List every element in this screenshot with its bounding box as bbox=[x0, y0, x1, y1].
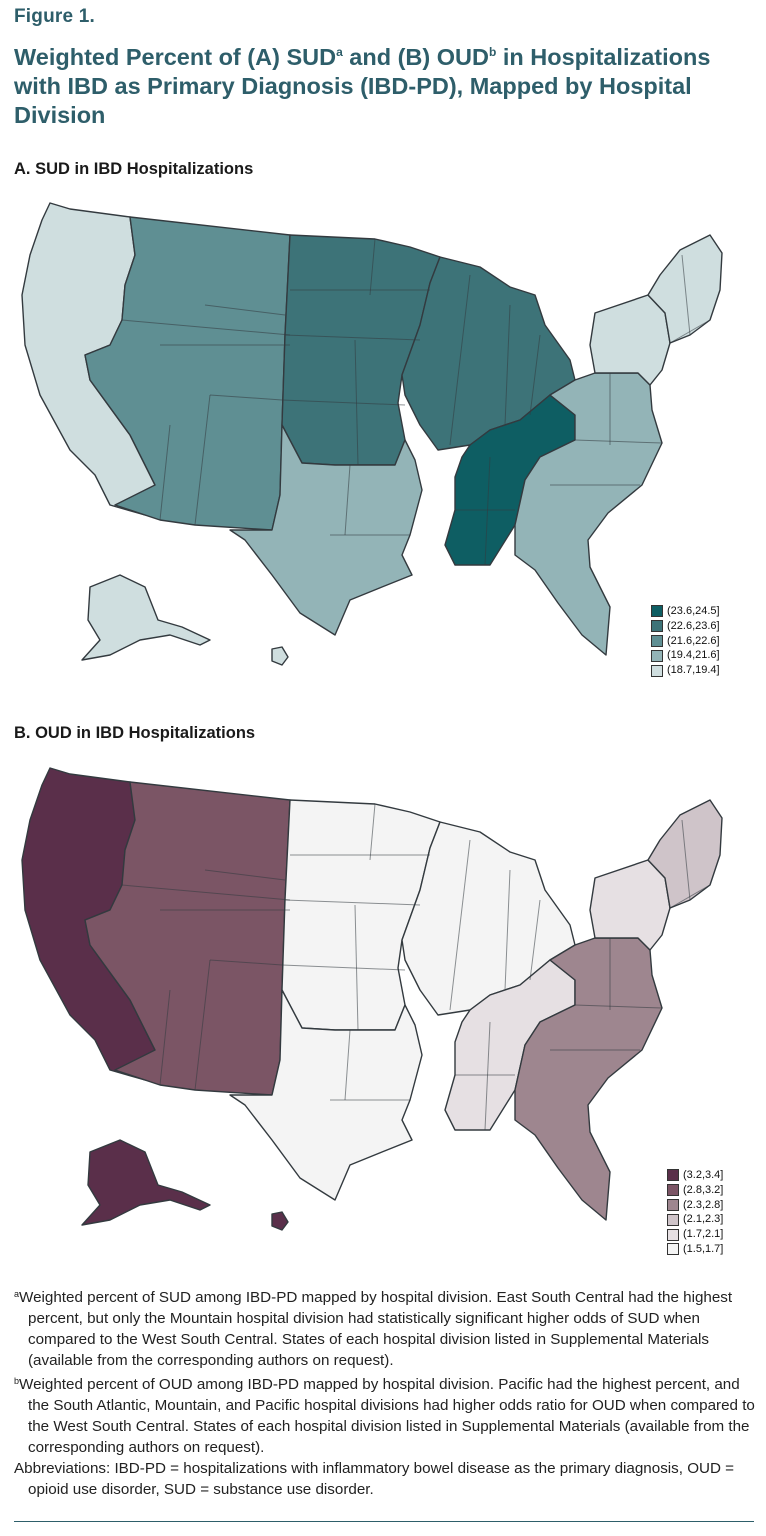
state-border bbox=[159, 989, 171, 1086]
legend-swatch bbox=[651, 620, 663, 633]
alaska bbox=[81, 574, 211, 661]
state-border bbox=[504, 304, 511, 426]
figure-label: Figure 1. bbox=[14, 6, 95, 27]
legend-label: (1.5,1.7] bbox=[683, 1242, 724, 1255]
legend-label: (3.2,3.4] bbox=[683, 1169, 724, 1181]
state-border bbox=[194, 394, 211, 526]
legend-item: (21.6,22.6] bbox=[651, 634, 720, 649]
state-border bbox=[121, 319, 291, 336]
title-part-3: in Hospitalizations with IBD as Primary … bbox=[14, 44, 711, 128]
legend-swatch bbox=[667, 1228, 679, 1241]
state-border bbox=[209, 959, 283, 966]
state-border bbox=[204, 304, 286, 316]
middle-atlantic-region bbox=[589, 859, 671, 951]
legend-item: (1.7,2.1] bbox=[667, 1227, 723, 1242]
state-border bbox=[121, 884, 291, 901]
legend-item: (2.3,2.8] bbox=[667, 1198, 723, 1213]
state-border bbox=[84, 344, 111, 356]
state-border bbox=[284, 899, 421, 906]
legend-swatch bbox=[667, 1213, 679, 1226]
state-border bbox=[354, 904, 359, 1031]
legend-item: (23.6,24.5] bbox=[651, 604, 720, 619]
legend-label: (2.1,2.3] bbox=[683, 1213, 724, 1226]
legend-swatch bbox=[651, 634, 663, 647]
legend-item: (18.7,19.4] bbox=[651, 663, 720, 678]
state-border bbox=[281, 399, 406, 406]
legend-swatch bbox=[667, 1198, 679, 1211]
title-sup-b: b bbox=[488, 45, 497, 59]
legend-label: (23.6,24.5] bbox=[667, 605, 720, 617]
legend-swatch bbox=[667, 1184, 679, 1197]
state-border bbox=[284, 334, 421, 341]
alaska bbox=[81, 1139, 211, 1226]
state-border bbox=[574, 1004, 663, 1009]
legend-label: (21.6,22.6] bbox=[667, 634, 720, 647]
legend-swatch bbox=[651, 605, 663, 618]
state-border bbox=[529, 334, 541, 416]
state-border bbox=[369, 238, 376, 296]
footnote-b: bWeighted percent of OUD among IBD-PD ma… bbox=[14, 1371, 756, 1458]
title-sup-a: a bbox=[336, 45, 343, 59]
state-border bbox=[369, 803, 376, 861]
figure-title: Weighted Percent of (A) SUDa and (B) OUD… bbox=[14, 38, 754, 130]
state-border bbox=[204, 869, 286, 881]
legend-swatch bbox=[651, 649, 663, 662]
abbreviations: Abbreviations: IBD-PD = hospitalizations… bbox=[14, 1460, 735, 1498]
oud-map bbox=[21, 767, 723, 1231]
middle-atlantic-region bbox=[589, 294, 671, 386]
state-border bbox=[574, 439, 663, 444]
state-border bbox=[209, 394, 283, 401]
legend-swatch bbox=[667, 1243, 679, 1256]
hawaii bbox=[271, 646, 289, 666]
legend-label: (2.3,2.8] bbox=[683, 1198, 724, 1211]
state-border bbox=[344, 1029, 351, 1101]
state-border bbox=[529, 899, 541, 981]
bottom-rule bbox=[14, 1521, 754, 1522]
hawaii bbox=[271, 1211, 289, 1231]
state-border bbox=[159, 424, 171, 521]
legend-item: (1.5,1.7] bbox=[667, 1242, 723, 1257]
legend-swatch bbox=[667, 1169, 679, 1182]
state-border bbox=[484, 456, 491, 566]
state-border bbox=[354, 339, 359, 466]
panel-b-title: B. OUD in IBD Hospitalizations bbox=[14, 724, 256, 742]
state-border bbox=[484, 1021, 491, 1131]
legend-label: (2.8,3.2] bbox=[683, 1183, 724, 1196]
title-part-1: Weighted Percent of (A) SUD bbox=[14, 44, 337, 70]
legend-label: (1.7,2.1] bbox=[683, 1228, 724, 1241]
legend-label: (18.7,19.4] bbox=[667, 664, 720, 677]
legend-item: (2.1,2.3] bbox=[667, 1212, 723, 1227]
footnote-a: aWeighted percent of SUD among IBD-PD ma… bbox=[14, 1284, 756, 1371]
state-border bbox=[281, 964, 406, 971]
footnote-a-marker: a bbox=[14, 1289, 20, 1299]
state-border bbox=[344, 464, 351, 536]
footnote-b-text: Weighted percent of OUD among IBD-PD map… bbox=[19, 1376, 755, 1456]
south-atlantic-region bbox=[514, 372, 663, 656]
legend-swatch bbox=[651, 664, 663, 677]
state-border bbox=[84, 909, 111, 921]
legend-item: (2.8,3.2] bbox=[667, 1183, 723, 1198]
west-south-central-region bbox=[229, 989, 423, 1201]
state-border bbox=[449, 839, 471, 1011]
legend-item: (19.4,21.6] bbox=[651, 648, 720, 663]
legend-item: (3.2,3.4] bbox=[667, 1168, 723, 1183]
footnote-a-text: Weighted percent of SUD among IBD-PD map… bbox=[19, 1289, 733, 1369]
sud-map bbox=[21, 202, 723, 666]
legend-item: (22.6,23.6] bbox=[651, 619, 720, 634]
panel-a-title: A. SUD in IBD Hospitalizations bbox=[14, 160, 254, 178]
west-south-central-region bbox=[229, 424, 423, 636]
title-part-2: and (B) OUD bbox=[342, 44, 489, 70]
south-atlantic-region bbox=[514, 937, 663, 1221]
legend-label: (22.6,23.6] bbox=[667, 619, 720, 632]
footnotes: aWeighted percent of SUD among IBD-PD ma… bbox=[14, 1284, 756, 1500]
sud-legend: (23.6,24.5] (22.6,23.6] (21.6,22.6] (19.4,2… bbox=[651, 604, 720, 678]
state-border bbox=[681, 819, 691, 901]
footnote-b-marker: b bbox=[14, 1376, 20, 1386]
state-border bbox=[504, 869, 511, 991]
oud-legend: (3.2,3.4] (2.8,3.2] (2.3,2.8] (2.1,2.3] (1.7… bbox=[667, 1168, 723, 1257]
state-border bbox=[449, 274, 471, 446]
legend-label: (19.4,21.6] bbox=[667, 649, 720, 662]
state-border bbox=[681, 254, 691, 336]
state-border bbox=[194, 959, 211, 1091]
